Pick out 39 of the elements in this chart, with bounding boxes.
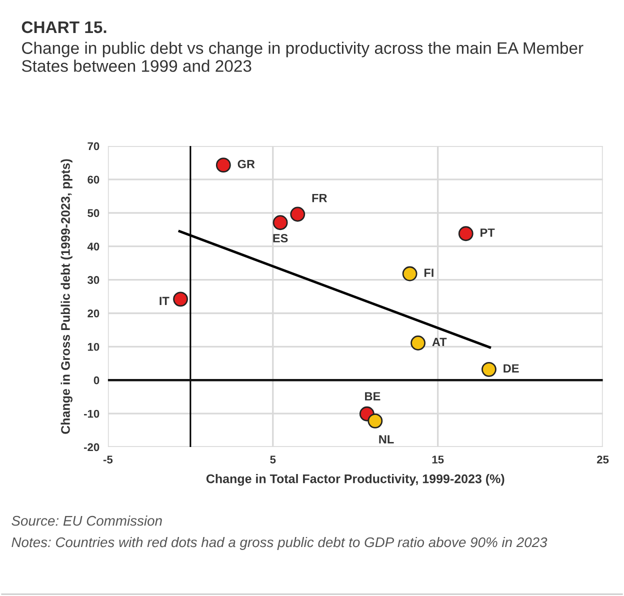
- annotation: AT: [432, 338, 447, 346]
- y-tick-label: -10: [84, 410, 100, 418]
- point: [290, 206, 306, 222]
- y-tick-label: 10: [88, 342, 100, 351]
- x-tick-label: 25: [596, 456, 609, 464]
- annotation: BE: [365, 392, 380, 400]
- annotation: FI: [424, 268, 434, 277]
- point: [482, 362, 496, 377]
- annotation: PT: [480, 228, 495, 237]
- y-tick-label: 20: [88, 310, 100, 318]
- x-tick-label: 15: [432, 456, 444, 464]
- annotation: ES: [273, 234, 288, 242]
- text: Notes: Countries with red dots had a gross public debt to GDP ratio above 90% in 2023: [12, 536, 548, 550]
- point: [173, 292, 188, 307]
- annotation: IT: [160, 296, 170, 306]
- source-note: Source: EU Commission: [12, 516, 162, 526]
- annotation: FR: [312, 194, 328, 202]
- y-tick-label: 30: [88, 276, 100, 284]
- x-tick-label: -5: [103, 456, 113, 464]
- y-tick-label: -20: [84, 443, 100, 452]
- point: [368, 413, 383, 428]
- chart-title: CHART 15.: [22, 21, 106, 34]
- point: [458, 226, 474, 242]
- y-tick-label: 70: [88, 142, 100, 150]
- y-tick-label: 60: [88, 176, 100, 184]
- chart-subtitle: Change in public debt vs change in productivity across the main EA Member States between 1999 and 2023: [22, 42, 584, 72]
- annotation: DE: [504, 364, 519, 372]
- point: [410, 336, 426, 350]
- y-tick-label: 50: [88, 209, 100, 218]
- annotation: GR: [238, 160, 255, 168]
- y-axis-title: Change in Gross Public debt (1999-2023, ppts): [60, 159, 72, 434]
- x-axis-title: Change in Total Factor Productivity, 1999-2023 (%): [206, 474, 504, 486]
- point: [272, 215, 288, 230]
- annotation: NL: [379, 435, 394, 444]
- x-tick-label: 5: [270, 456, 276, 464]
- point: [216, 158, 231, 173]
- point: [402, 266, 418, 282]
- y-tick-label: 0: [94, 376, 100, 384]
- y-tick-label: 40: [87, 242, 100, 250]
